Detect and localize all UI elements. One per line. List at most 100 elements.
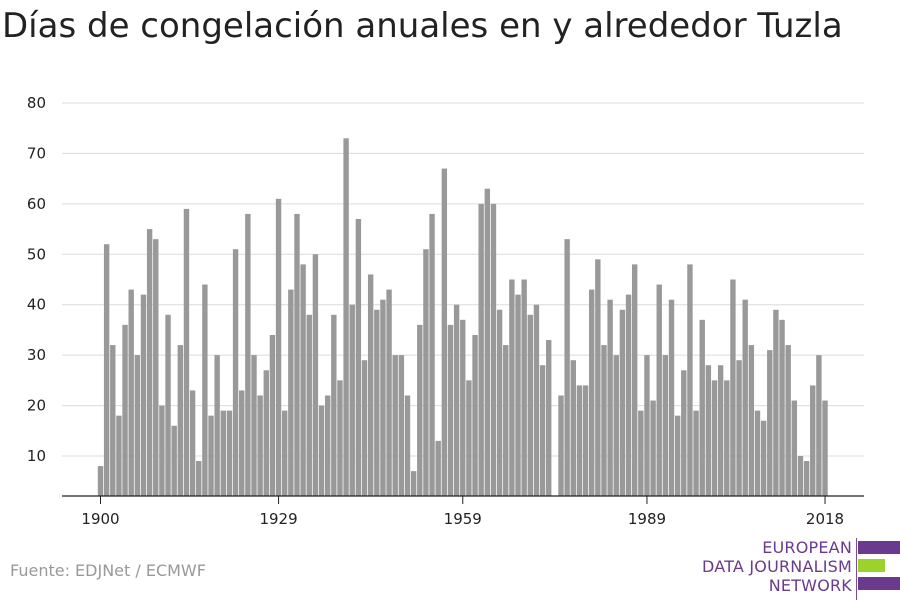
bar-1906 <box>134 355 141 496</box>
bar-1978 <box>576 385 583 496</box>
bar-2014 <box>797 456 804 496</box>
logo-bar-purple-top <box>858 541 900 554</box>
bar-1992 <box>662 355 669 496</box>
bar-1999 <box>705 365 712 496</box>
bar-2000 <box>711 380 718 496</box>
bar-1966 <box>503 345 509 496</box>
bar-1989 <box>644 355 650 496</box>
bar-1953 <box>423 249 429 496</box>
bar-1926 <box>257 395 263 496</box>
bar-2016 <box>810 385 816 496</box>
y-tick-label: 30 <box>27 346 46 364</box>
bar-1958 <box>453 304 460 496</box>
bar-1927 <box>263 370 269 496</box>
bar-2012 <box>785 345 791 496</box>
bar-1934 <box>306 314 312 496</box>
y-tick-label: 20 <box>27 397 46 415</box>
bar-2015 <box>803 461 810 496</box>
bar-1960 <box>466 380 472 496</box>
bar-1987 <box>631 264 638 496</box>
bar-1933 <box>300 264 306 496</box>
bar-1925 <box>251 355 257 496</box>
bar-1967 <box>509 279 515 496</box>
bar-1904 <box>122 324 128 496</box>
bar-1955 <box>435 440 441 496</box>
bar-2006 <box>748 345 755 496</box>
bar-1917 <box>202 284 208 496</box>
y-tick-label: 40 <box>27 296 46 314</box>
y-tick-label: 10 <box>27 447 46 465</box>
bar-1968 <box>515 294 521 496</box>
bar-1983 <box>607 299 613 496</box>
bar-1997 <box>693 410 699 496</box>
x-tick-label: 2018 <box>806 510 844 528</box>
y-tick-label: 50 <box>27 245 46 263</box>
bar-1996 <box>687 264 693 496</box>
bar-2008 <box>760 420 767 496</box>
bar-1972 <box>539 365 546 496</box>
bar-1976 <box>564 239 570 496</box>
bar-1935 <box>312 254 319 496</box>
bar-1913 <box>177 345 184 496</box>
bar-1931 <box>288 289 294 496</box>
bar-1930 <box>282 410 288 496</box>
bar-1985 <box>619 309 626 496</box>
bar-1903 <box>116 415 122 496</box>
bar-1929 <box>275 198 282 497</box>
bar-1912 <box>171 425 177 496</box>
bar-1909 <box>153 239 159 496</box>
bar-2011 <box>779 319 785 496</box>
bar-1969 <box>521 279 527 496</box>
bar-1991 <box>656 284 662 496</box>
bar-1962 <box>478 203 484 496</box>
bar-1910 <box>159 405 165 496</box>
x-tick-label: 1989 <box>628 510 666 528</box>
bar-2004 <box>736 360 742 496</box>
bar-1915 <box>189 390 196 496</box>
x-tick-label: 1959 <box>444 510 482 528</box>
bar-1942 <box>355 218 362 496</box>
bar-1943 <box>361 360 368 496</box>
y-tick-label: 80 <box>27 94 46 112</box>
bar-1952 <box>417 324 423 496</box>
bar-1951 <box>410 471 417 496</box>
bar-1970 <box>527 314 533 496</box>
bar-1975 <box>558 395 564 496</box>
bar-1949 <box>398 355 405 496</box>
bar-1938 <box>331 314 337 496</box>
bar-2018 <box>822 400 828 496</box>
bar-1937 <box>324 395 331 496</box>
x-tick-label: 1900 <box>81 510 119 528</box>
bar-2002 <box>724 380 730 496</box>
bar-1936 <box>318 405 325 496</box>
bar-1928 <box>269 334 276 496</box>
y-tick-label: 70 <box>27 144 46 162</box>
logo-line-1: EUROPEAN <box>762 538 852 557</box>
bar-1980 <box>589 289 595 496</box>
bar-1902 <box>110 345 116 496</box>
bar-1965 <box>496 309 503 496</box>
bar-1956 <box>441 168 448 497</box>
bar-2007 <box>754 410 761 496</box>
bar-1998 <box>699 319 705 496</box>
bar-1964 <box>490 203 497 496</box>
chart-title: Días de congelación anuales en y alreded… <box>2 6 843 46</box>
bar-1932 <box>294 213 300 496</box>
bar-1941 <box>349 304 355 496</box>
bar-1950 <box>404 395 411 496</box>
bar-1946 <box>380 299 386 496</box>
bar-1961 <box>472 334 478 496</box>
x-tick-label: 1929 <box>259 510 297 528</box>
bar-1919 <box>214 355 220 496</box>
bar-1971 <box>533 304 540 496</box>
y-tick-label: 60 <box>27 195 46 213</box>
bar-2001 <box>717 365 724 496</box>
bar-1916 <box>196 461 202 496</box>
bar-1907 <box>140 294 147 496</box>
bar-1921 <box>226 410 233 496</box>
bar-2009 <box>767 350 773 496</box>
bar-1911 <box>165 314 171 496</box>
bar-2017 <box>816 355 822 496</box>
bar-1957 <box>447 324 454 496</box>
logo-bar-purple-bottom <box>858 577 900 590</box>
